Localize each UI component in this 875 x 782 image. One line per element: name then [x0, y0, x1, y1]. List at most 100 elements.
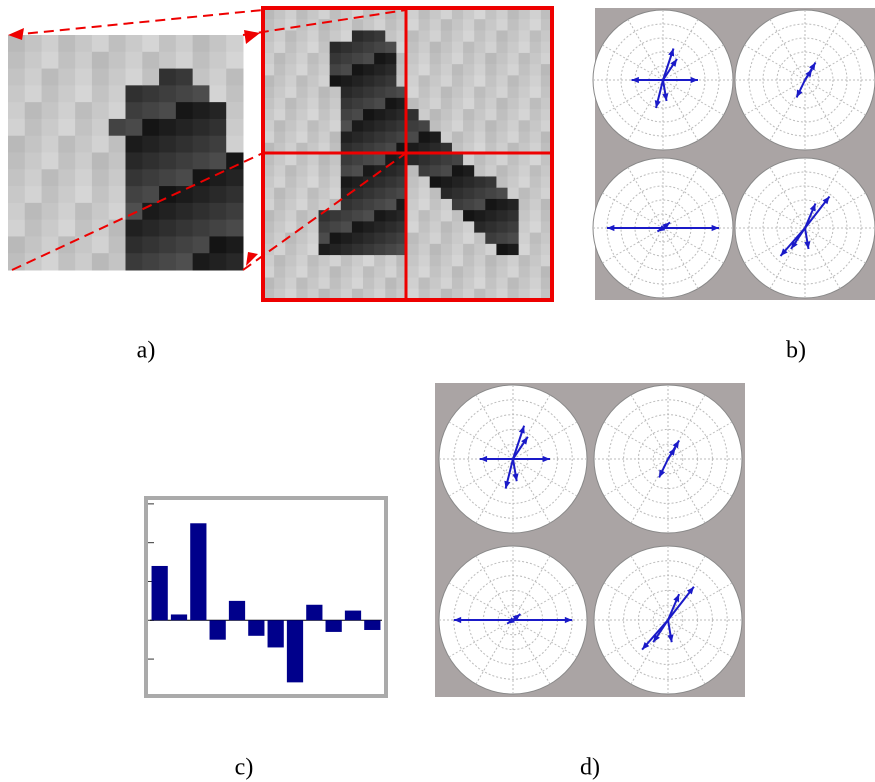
pixel — [374, 233, 386, 245]
pixel — [441, 42, 453, 54]
pixel — [363, 266, 375, 278]
pixel — [485, 244, 497, 256]
pixel — [530, 199, 542, 211]
pixel — [508, 132, 520, 144]
pixel — [330, 165, 342, 177]
pixel — [330, 233, 342, 245]
pixel — [352, 19, 364, 31]
pixel — [485, 278, 497, 290]
pixel — [496, 64, 508, 76]
pixel — [441, 233, 453, 245]
pixel — [126, 102, 143, 119]
pixel — [159, 203, 176, 220]
pixel — [374, 42, 386, 54]
pixel — [307, 42, 319, 54]
pixel — [307, 278, 319, 290]
pixel — [296, 30, 308, 42]
pixel — [530, 98, 542, 110]
pixel — [285, 244, 297, 256]
pixel — [330, 120, 342, 132]
pixel — [352, 132, 364, 144]
pixel — [274, 87, 286, 99]
pixel — [530, 120, 542, 132]
pixel — [485, 233, 497, 245]
pixel — [75, 253, 92, 270]
pixel — [109, 69, 126, 86]
pixel — [519, 199, 531, 211]
pixel — [296, 266, 308, 278]
pixel — [363, 132, 375, 144]
pixel — [75, 169, 92, 186]
pixel — [352, 255, 364, 267]
bar — [326, 620, 342, 632]
pixel — [176, 85, 193, 102]
pixel — [193, 85, 210, 102]
pixel — [430, 87, 442, 99]
pixel — [319, 266, 331, 278]
bar — [364, 620, 380, 630]
pixel — [307, 244, 319, 256]
pixel — [285, 165, 297, 177]
pixel — [274, 188, 286, 200]
bar — [268, 620, 284, 647]
pixel — [508, 19, 520, 31]
pixel — [176, 69, 193, 86]
pixel — [319, 98, 331, 110]
pixel — [385, 53, 397, 65]
pixel — [330, 87, 342, 99]
pixel — [296, 64, 308, 76]
pixel — [441, 98, 453, 110]
pixel — [226, 186, 243, 203]
pixel — [485, 120, 497, 132]
pixel — [92, 236, 109, 253]
pixel — [341, 109, 353, 121]
pixel — [176, 169, 193, 186]
pixel — [330, 188, 342, 200]
pixel — [496, 75, 508, 87]
pixel — [330, 42, 342, 54]
pixel — [209, 35, 226, 52]
pixel — [274, 53, 286, 65]
pixel — [274, 165, 286, 177]
pixel — [519, 64, 531, 76]
pixel — [209, 220, 226, 237]
pixel — [58, 35, 75, 52]
pixel — [92, 186, 109, 203]
pixel — [441, 132, 453, 144]
pixel — [496, 188, 508, 200]
pixel — [374, 188, 386, 200]
pixel — [285, 53, 297, 65]
pixel — [519, 210, 531, 222]
pixel — [296, 176, 308, 188]
pixel — [296, 278, 308, 290]
pixel — [463, 255, 475, 267]
pixel — [42, 102, 59, 119]
pixel — [92, 169, 109, 186]
pixel — [463, 120, 475, 132]
pixel — [508, 75, 520, 87]
pixel — [209, 253, 226, 270]
pixel — [307, 255, 319, 267]
pixel — [42, 136, 59, 153]
pixel — [341, 132, 353, 144]
pixel — [42, 69, 59, 86]
pixel — [519, 75, 531, 87]
pixel — [419, 87, 431, 99]
pixel — [296, 199, 308, 211]
pixel — [285, 30, 297, 42]
pixel — [285, 75, 297, 87]
pixel — [496, 199, 508, 211]
pixel — [363, 30, 375, 42]
pixel — [109, 119, 126, 136]
pixel — [285, 199, 297, 211]
pixel — [341, 233, 353, 245]
pixel — [42, 220, 59, 237]
pixel — [193, 253, 210, 270]
pixel — [307, 120, 319, 132]
pixel — [408, 266, 420, 278]
pixel — [474, 64, 486, 76]
pixel — [485, 266, 497, 278]
pixel — [307, 176, 319, 188]
pixel — [441, 120, 453, 132]
pixel — [58, 136, 75, 153]
